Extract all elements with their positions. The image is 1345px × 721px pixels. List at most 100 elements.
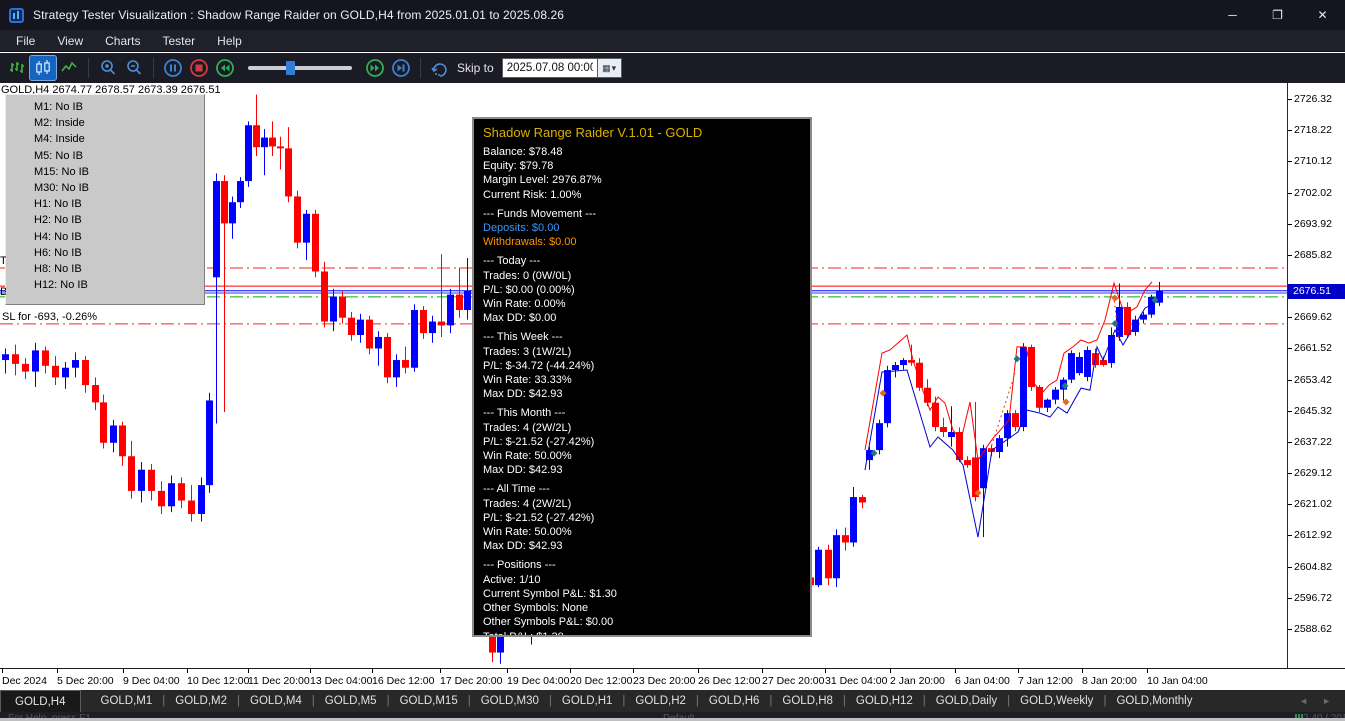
time-tick (57, 669, 58, 673)
inside-bar-row: M30: No IB (34, 181, 90, 194)
ea-panel-title: Shadow Range Raider V.1.01 - GOLD (483, 125, 703, 140)
time-tick (698, 669, 699, 673)
tab-gold-h1[interactable]: GOLD,H1 (561, 695, 613, 707)
time-tick (1147, 669, 1148, 673)
memory-meter-icon (1295, 714, 1303, 718)
tab-gold-m30[interactable]: GOLD,M30 (480, 695, 539, 707)
menu-item-charts[interactable]: Charts (105, 33, 141, 48)
window-title: Strategy Tester Visualization : Shadow R… (33, 8, 565, 22)
time-tick (248, 669, 249, 673)
ea-stat-line: Win Rate: 50.00% (483, 450, 572, 463)
tab-gold-h8[interactable]: GOLD,H8 (782, 695, 833, 707)
channel-upper-line (864, 281, 1153, 462)
ea-stat-line: --- Positions --- (483, 559, 556, 572)
stop-loss-label: SL for -693, -0.26% (2, 311, 97, 323)
tab-gold-h12[interactable]: GOLD,H12 (855, 695, 913, 707)
menu-bar: File View Charts Tester Help (0, 30, 1345, 52)
ea-stat-line: --- This Week --- (483, 331, 563, 344)
clipped-label-fragment: B (0, 286, 6, 298)
stop-icon[interactable] (186, 56, 212, 80)
time-axis[interactable]: Dec 2024 5 Dec 20:00 9 Dec 04:00 10 Dec 12:… (0, 668, 1345, 690)
toolbar-divider (420, 58, 421, 78)
price-tick (1288, 317, 1292, 319)
price-tick-label: 2710.12 (1294, 155, 1332, 168)
rewind-icon[interactable] (212, 56, 238, 80)
skip-to-icon[interactable] (427, 56, 453, 80)
calendar-icon[interactable]: ▦ ▾ (597, 58, 622, 78)
time-tick-label: 11 Dec 20:00 (248, 675, 310, 687)
skip-to-label: Skip to (457, 61, 494, 75)
price-tick (1288, 597, 1292, 599)
price-tick (1288, 566, 1292, 568)
tabs-scroll-left-icon[interactable]: ◄ (1299, 696, 1309, 706)
tab-gold-m4[interactable]: GOLD,M4 (250, 695, 302, 707)
ea-stat-line: Current Risk: 1.00% (483, 188, 582, 201)
price-tick-label: 2596.72 (1294, 591, 1332, 604)
time-tick-label: 31 Dec 04:00 (825, 675, 888, 687)
price-tick-label: 2718.22 (1294, 124, 1332, 137)
tab-gold-m5[interactable]: GOLD,M5 (324, 695, 377, 707)
price-tick (1288, 628, 1292, 630)
channel-lower-line (864, 302, 1156, 538)
ea-stat-line: --- All Time --- (483, 483, 550, 496)
fast-forward-icon[interactable] (362, 56, 388, 80)
close-button[interactable]: ✕ (1317, 8, 1328, 22)
tab-gold-monthly[interactable]: GOLD,Monthly (1116, 695, 1193, 707)
ea-stat-line: P/L: $-34.72 (-44.24%) (483, 359, 595, 372)
zoom-out-icon[interactable] (121, 56, 147, 80)
bar-chart-icon[interactable] (4, 56, 30, 80)
time-tick (825, 669, 826, 673)
price-tick (1288, 504, 1292, 506)
tab-gold-daily[interactable]: GOLD,Daily (935, 695, 998, 707)
price-tick-label: 2726.32 (1294, 93, 1332, 105)
toolbar-divider (153, 58, 154, 78)
menu-item-help[interactable]: Help (217, 33, 242, 48)
time-tick-label: 2 Jan 20:00 (890, 675, 945, 687)
time-tick-label: 16 Dec 12:00 (372, 675, 435, 687)
speed-slider[interactable] (248, 61, 352, 75)
ea-stat-line: Margin Level: 2976.87% (483, 174, 602, 187)
price-tick (1288, 130, 1292, 132)
pause-icon[interactable] (160, 56, 186, 80)
time-tick (1082, 669, 1083, 673)
speed-slider-handle[interactable] (286, 61, 295, 75)
chart-area[interactable]: GOLD,H4 2674.77 2678.57 2673.39 2676.51 … (0, 83, 1345, 668)
ohlc-header: GOLD,H4 2674.77 2678.57 2673.39 2676.51 (1, 84, 221, 96)
tab-gold-weekly[interactable]: GOLD,Weekly (1020, 695, 1094, 707)
tab-gold-m1[interactable]: GOLD,M1 (100, 695, 153, 707)
minimize-button[interactable]: ─ (1228, 8, 1237, 22)
skip-to-date-input[interactable] (501, 58, 598, 78)
line-chart-icon[interactable] (56, 56, 82, 80)
inside-bar-info-panel: M1: No IB M2: Inside M4: Inside M5: No IB M1… (5, 94, 205, 305)
tab-separator: | (311, 695, 315, 707)
time-tick-label: 19 Dec 04:00 (507, 675, 570, 687)
time-tick (440, 669, 441, 673)
time-tick-label: 20 Dec 12:00 (570, 675, 633, 687)
zoom-in-icon[interactable] (95, 56, 121, 80)
tab-separator: | (769, 695, 773, 707)
tab-gold-m2[interactable]: GOLD,M2 (175, 695, 228, 707)
skip-to-end-icon[interactable] (388, 56, 414, 80)
price-tick-label: 2612.92 (1294, 529, 1332, 542)
tab-gold-h2[interactable]: GOLD,H2 (635, 695, 686, 707)
toolbar: Skip to ▦▾ (0, 53, 1345, 83)
candlestick-chart-icon[interactable] (29, 55, 57, 81)
title-bar[interactable]: Strategy Tester Visualization : Shadow R… (0, 0, 1345, 30)
price-tick (1288, 535, 1292, 537)
menu-item-tester[interactable]: Tester (162, 33, 196, 48)
status-memory-text: 2.40 / 2016 Mb (1303, 713, 1345, 721)
tab-gold-m15[interactable]: GOLD,M15 (399, 695, 458, 707)
price-tick-label: 2604.82 (1294, 560, 1332, 573)
price-axis[interactable]: 2726.32 2718.22 2710.12 2702.02 2693.92 2685.… (1287, 83, 1345, 668)
ea-stat-line: Max DD: $42.93 (483, 540, 563, 553)
tab-gold-h6[interactable]: GOLD,H6 (708, 695, 760, 707)
tab-gold-h4-active[interactable]: GOLD,H4 (0, 690, 81, 712)
status-bar: For Help, press F1 Default 2.40 / 2016 M… (0, 712, 1345, 721)
tabs-scroll-right-icon[interactable]: ► (1322, 696, 1331, 706)
time-tick-label: 13 Dec 04:00 (310, 675, 373, 687)
menu-item-file[interactable]: File (16, 33, 36, 48)
time-tick-label: 6 Jan 04:00 (955, 675, 1010, 687)
maximize-button[interactable]: ❐ (1272, 8, 1283, 22)
menu-item-view[interactable]: View (57, 33, 84, 48)
